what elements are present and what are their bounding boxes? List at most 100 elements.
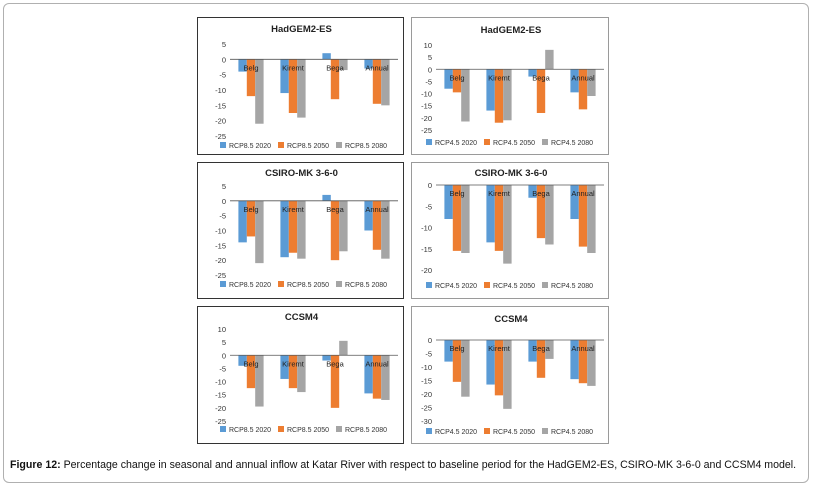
bar: [461, 185, 470, 253]
bar: [288, 355, 298, 389]
chart-csiro-rcp85-svg: CSIRO-MK 3-6-0 5 0 -5 -10 -15 -20 -25 Belg Kiremt…: [215, 168, 398, 289]
y-tick-label: -20: [421, 266, 432, 275]
bar: [330, 200, 340, 261]
y-tick-label: -15: [215, 241, 226, 250]
legend-label: RCP4.5 2080: [551, 283, 593, 290]
legend-label: RCP8.5 2020: [229, 427, 271, 434]
category-label: Kiremt: [488, 189, 511, 198]
category-label: Bega: [532, 344, 550, 353]
chart-csiro-rcp85: CSIRO-MK 3-6-0 5 0 -5 -10 -15 -20 -25 Belg Kiremt…: [197, 162, 404, 299]
y-tick-label: -10: [215, 227, 226, 236]
y-tick-label: 0: [428, 336, 432, 345]
y-tick-label: -20: [421, 390, 432, 399]
y-tick-label: 0: [428, 181, 432, 190]
y-tick-label: -15: [421, 377, 432, 386]
legend-label: RCP4.5 2050: [493, 429, 535, 436]
bar: [339, 340, 348, 356]
legend-swatch: [484, 428, 490, 434]
legend-swatch: [278, 426, 284, 432]
chart-csiro-rcp45: CSIRO-MK 3-6-0 0 -5 -10 -15 -20 Belg Kiremt Bega…: [411, 162, 609, 299]
chart-ccsm4-rcp85-svg: CCSM4 10 5 0 -5 -10 -15 -20 -25 Belg Kiremt Bega Ann…: [215, 312, 398, 434]
bar: [339, 59, 348, 71]
chart-hadgem-rcp85: HadGEM2-ES 5 0 -5 -10 -15 -20 -25 Belg Kiremt Bega…: [197, 17, 404, 155]
legend-label: RCP4.5 2080: [551, 429, 593, 436]
y-tick-label: -20: [421, 114, 432, 123]
y-tick-label: -25: [215, 271, 226, 280]
bar: [444, 185, 453, 219]
category-label: Kiremt: [488, 73, 511, 82]
y-tick-label: -25: [215, 417, 226, 426]
legend-label: RCP8.5 2050: [287, 427, 329, 434]
bar: [587, 185, 596, 253]
y-tick-label: -5: [425, 202, 432, 211]
legend-swatch: [336, 142, 342, 148]
bar: [297, 355, 306, 393]
category-label: Annual: [365, 205, 389, 214]
legend-swatch: [484, 282, 490, 288]
y-tick-label: 0: [428, 65, 432, 74]
bar: [578, 185, 588, 247]
legend-label: RCP8.5 2080: [345, 282, 387, 289]
bar: [381, 200, 390, 259]
bar: [461, 69, 470, 122]
bar: [528, 185, 537, 198]
legend-label: RCP4.5 2020: [435, 283, 477, 290]
legend-label: RCP8.5 2050: [287, 282, 329, 289]
y-tick-label: -25: [215, 132, 226, 141]
bar: [536, 185, 546, 239]
bar: [536, 340, 546, 378]
y-tick-label: -20: [215, 117, 226, 126]
legend-swatch: [220, 426, 226, 432]
legend-swatch: [278, 281, 284, 287]
bar: [486, 340, 495, 385]
category-label: Annual: [571, 344, 595, 353]
bar: [246, 200, 256, 237]
y-tick-label: -10: [421, 224, 432, 233]
category-label: Belg: [243, 359, 258, 368]
y-tick-label: -15: [215, 101, 226, 110]
y-tick-label: 5: [222, 338, 226, 347]
bar: [381, 59, 390, 106]
category-label: Belg: [449, 73, 464, 82]
legend-label: RCP8.5 2080: [345, 143, 387, 150]
legend-swatch: [220, 142, 226, 148]
bar: [238, 355, 247, 366]
y-tick-label: 5: [428, 53, 432, 62]
chart-ccsm4-rcp45-svg: CCSM4 0 -5 -10 -15 -20 -25 -30 Belg Kiremt Bega Ann…: [421, 314, 604, 436]
bar: [570, 185, 579, 219]
bar: [444, 69, 453, 89]
category-label: Annual: [365, 63, 389, 72]
bar: [570, 340, 579, 380]
bar: [255, 59, 264, 124]
bar: [528, 69, 537, 77]
bar: [364, 200, 373, 231]
bar: [587, 69, 596, 96]
y-tick-label: -20: [215, 256, 226, 265]
y-tick-label: -30: [421, 417, 432, 426]
bar: [452, 69, 462, 93]
category-label: Belg: [243, 205, 258, 214]
y-tick-label: -5: [219, 212, 226, 221]
category-label: Annual: [571, 189, 595, 198]
figure-caption: Figure 12: Percentage change in seasonal…: [10, 459, 806, 471]
category-label: Belg: [243, 63, 258, 72]
bar: [339, 200, 348, 252]
y-tick-label: -25: [421, 404, 432, 413]
y-tick-label: 10: [218, 325, 226, 334]
bar: [255, 200, 264, 264]
bar: [372, 200, 382, 250]
bar: [587, 340, 596, 386]
y-tick-label: -15: [421, 102, 432, 111]
bar: [246, 355, 256, 389]
legend-swatch: [426, 139, 432, 145]
y-tick-label: 0: [222, 351, 226, 360]
bar: [280, 59, 289, 94]
bar: [322, 194, 331, 201]
bar: [372, 355, 382, 399]
y-tick-label: -10: [215, 378, 226, 387]
bar: [452, 185, 462, 251]
category-label: Annual: [571, 73, 595, 82]
chart-title: CCSM4: [494, 314, 528, 325]
bar: [381, 355, 390, 400]
category-label: Kiremt: [488, 344, 511, 353]
